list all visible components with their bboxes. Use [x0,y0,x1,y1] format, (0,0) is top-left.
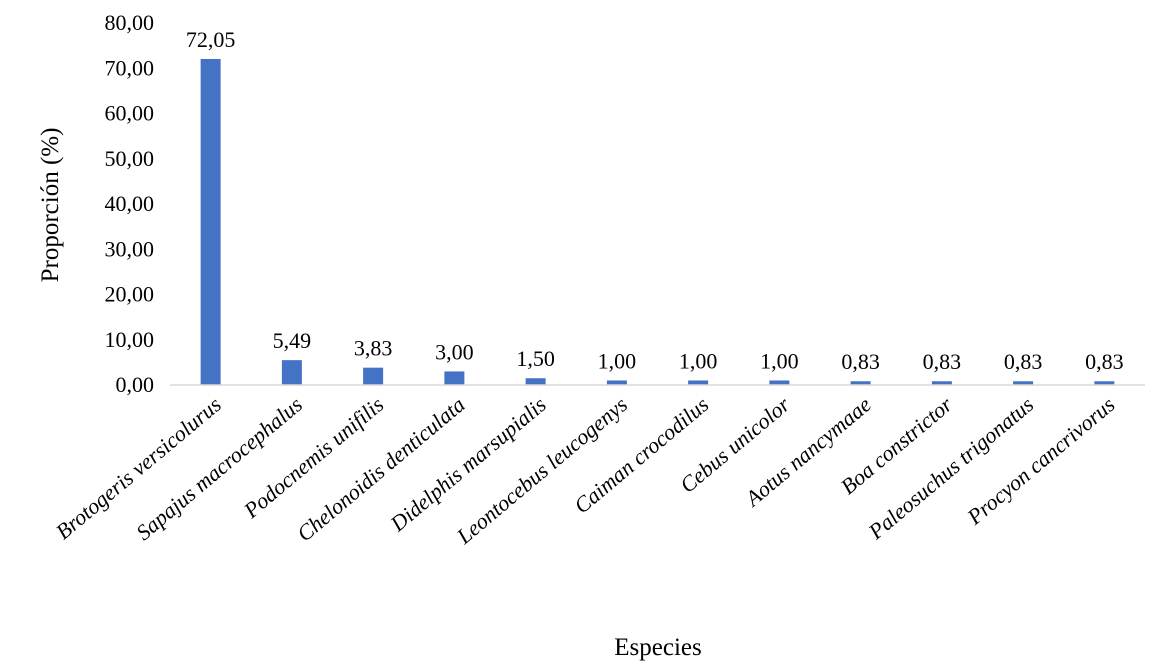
y-tick-label: 0,00 [116,372,155,397]
y-tick-label: 80,00 [105,10,155,35]
y-tick-label: 40,00 [105,191,155,216]
data-label: 0,83 [841,349,880,374]
bar [606,380,627,385]
data-label: 0,83 [923,349,962,374]
data-labels: 72,05 5,49 3,83 3,00 1,50 1,00 1,00 1,00 0,83 0,8… [186,27,1124,374]
bar [444,371,465,385]
y-tick-label: 10,00 [105,327,155,352]
y-tick-label: 20,00 [105,282,155,307]
data-label: 1,50 [516,346,555,371]
y-tick-label: 30,00 [105,236,155,261]
data-label: 1,00 [679,348,718,373]
y-tick-label: 60,00 [105,101,155,126]
data-label: 0,83 [1004,349,1043,374]
bar [769,380,790,385]
bar [850,381,871,385]
data-label: 1,00 [760,348,799,373]
bar [363,367,384,385]
data-label: 3,00 [435,339,474,364]
y-axis-title: Proporción (%) [37,128,64,283]
bar [281,360,302,385]
x-axis-title: Especies [614,634,701,661]
bars [200,58,1115,385]
y-tick-label: 70,00 [105,55,155,80]
category-label: Procyon cancrivorus [962,392,1120,530]
category-label: Caiman crocodilus [569,392,713,519]
bar [200,58,221,385]
bar [1013,381,1034,385]
bar [931,381,952,385]
data-label: 0,83 [1085,349,1124,374]
data-label: 3,83 [354,336,393,361]
y-tick-label: 50,00 [105,146,155,171]
data-label: 72,05 [186,27,236,52]
bar [688,380,709,385]
data-label: 1,00 [598,348,637,373]
category-label: Podocnemis unifilis [238,392,388,524]
data-label: 5,49 [273,328,312,353]
y-axis-ticks: 0,00 10,00 20,00 30,00 40,00 50,00 60,00 70,00 8… [105,10,155,397]
bar [1094,381,1115,385]
bar [525,378,546,385]
